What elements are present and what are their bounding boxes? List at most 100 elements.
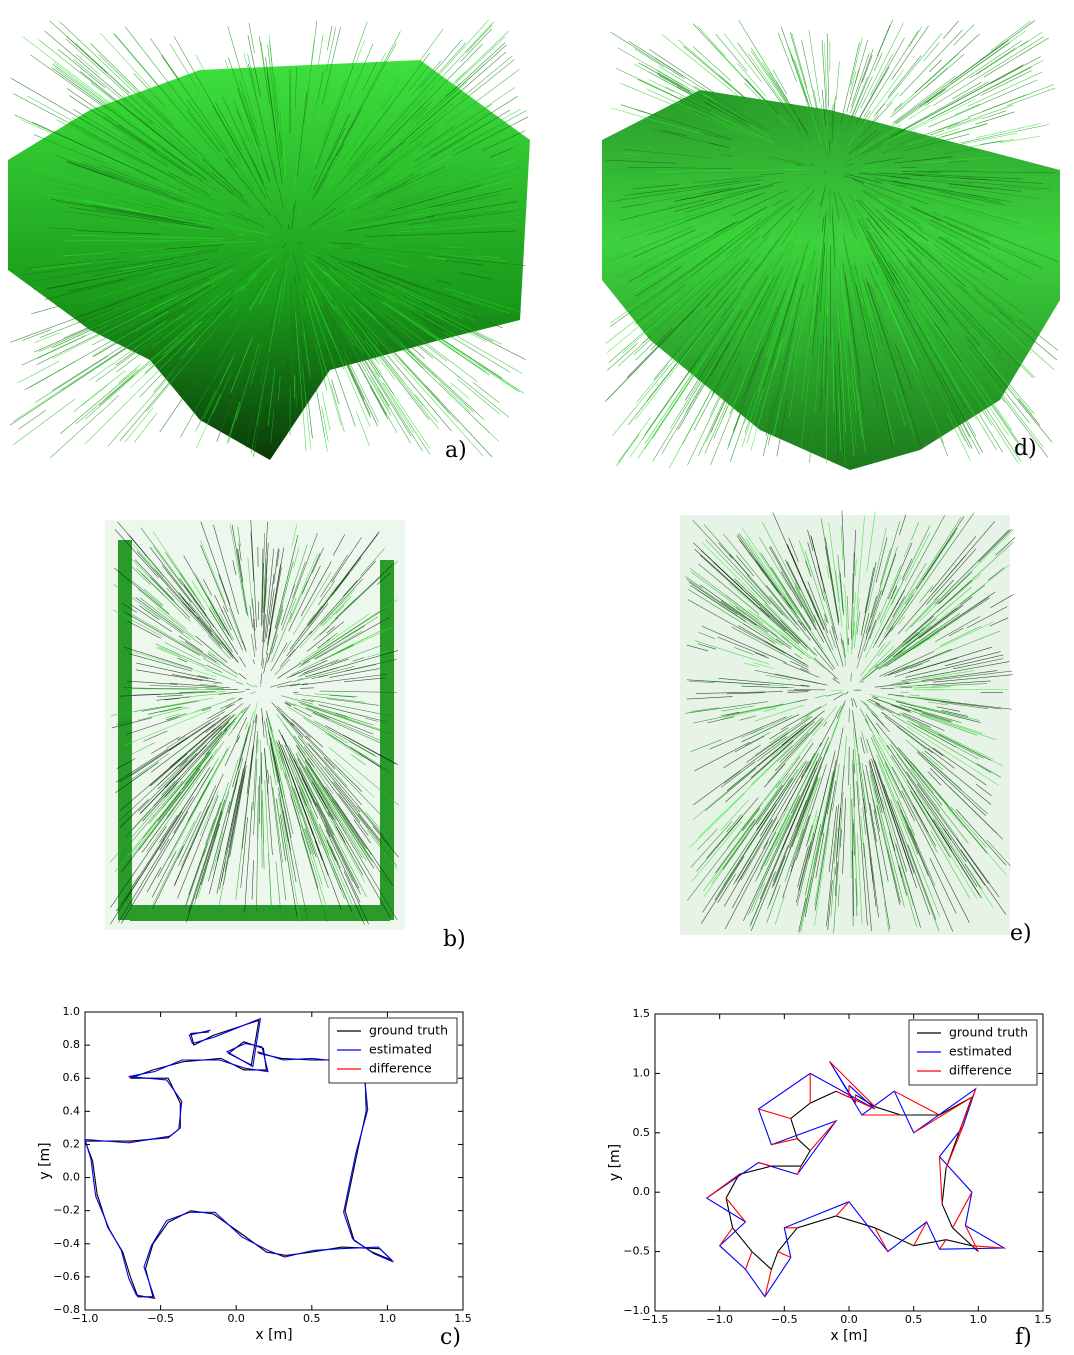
cloud-stroke bbox=[1007, 88, 1055, 105]
cloud-stroke bbox=[414, 342, 434, 358]
y-tick-label: −0.6 bbox=[53, 1270, 80, 1283]
cloud-stroke bbox=[738, 63, 767, 96]
x-tick-label: −1.0 bbox=[706, 1313, 733, 1326]
cloud-stroke bbox=[50, 395, 119, 457]
cloud-stroke bbox=[877, 25, 890, 56]
x-tick-label: −0.5 bbox=[147, 1312, 174, 1325]
cloud-stroke bbox=[909, 27, 922, 47]
panel-label: c) bbox=[440, 1325, 461, 1350]
y-tick-label: 0.8 bbox=[63, 1038, 81, 1051]
cloud-stroke bbox=[635, 49, 664, 67]
wall bbox=[130, 905, 390, 921]
y-tick-label: −0.4 bbox=[53, 1237, 80, 1250]
cloud-stroke bbox=[37, 325, 108, 358]
cloud-stroke bbox=[401, 344, 437, 378]
cloud-stroke bbox=[249, 23, 255, 53]
cloud-stroke bbox=[607, 343, 637, 370]
cloud-stroke bbox=[897, 99, 976, 137]
cloud-stroke bbox=[616, 68, 697, 107]
cloud-stroke bbox=[76, 370, 139, 424]
x-tick-label: 1.5 bbox=[454, 1312, 472, 1325]
cloud-stroke bbox=[900, 30, 963, 97]
y-tick-label: 1.0 bbox=[633, 1066, 651, 1079]
cloud-stroke bbox=[31, 306, 60, 314]
x-tick-label: 0.0 bbox=[840, 1313, 858, 1326]
panel-label: e) bbox=[1010, 921, 1032, 946]
cloud-stroke bbox=[134, 413, 157, 443]
cloud-stroke bbox=[683, 46, 744, 98]
cloud-stroke bbox=[99, 375, 134, 405]
page: {"panel_labels": {"a": "a)", "d": "d)", … bbox=[0, 0, 1074, 1351]
cloud-stroke bbox=[378, 388, 411, 444]
cloud-stroke bbox=[457, 379, 500, 415]
cloud-stroke bbox=[318, 35, 323, 69]
cloud-stroke bbox=[915, 34, 980, 93]
x-tick-label: 0.0 bbox=[227, 1312, 245, 1325]
cloud-stroke bbox=[474, 418, 498, 441]
x-tick-label: 1.0 bbox=[379, 1312, 397, 1325]
cloud-stroke bbox=[331, 384, 344, 432]
cloud-stroke bbox=[982, 94, 1027, 111]
y-tick-label: 0.0 bbox=[63, 1171, 81, 1184]
cloud-stroke bbox=[116, 71, 136, 91]
y-tick-label: 0.2 bbox=[63, 1137, 81, 1150]
cloud-stroke bbox=[630, 395, 673, 456]
cloud-stroke bbox=[968, 139, 1014, 147]
x-axis-label: x [m] bbox=[830, 1328, 867, 1344]
legend-label: difference bbox=[949, 1063, 1012, 1078]
cloud-stroke bbox=[933, 37, 1043, 106]
cloud-stroke bbox=[473, 382, 499, 403]
y-axis-label: y [m] bbox=[607, 1144, 623, 1181]
cloud-stroke bbox=[322, 392, 330, 430]
cloud-stroke bbox=[644, 356, 706, 450]
cloud-stroke bbox=[864, 30, 919, 117]
cloud-d bbox=[602, 90, 1060, 470]
cloud-stroke bbox=[892, 76, 955, 123]
cloud-stroke bbox=[926, 54, 964, 87]
y-tick-label: −0.2 bbox=[53, 1204, 80, 1217]
x-axis-label: x [m] bbox=[255, 1327, 292, 1343]
cloud-stroke bbox=[352, 22, 367, 65]
cloud-stroke bbox=[850, 49, 873, 113]
cloud-stroke bbox=[10, 328, 157, 425]
cloud-stroke bbox=[29, 361, 75, 387]
cloud-stroke bbox=[13, 399, 75, 445]
cloud-stroke bbox=[415, 395, 438, 423]
y-tick-label: 0.0 bbox=[633, 1185, 651, 1198]
legend-label: difference bbox=[369, 1061, 432, 1076]
cloud-stroke bbox=[1000, 136, 1039, 142]
cloud-stroke bbox=[892, 31, 1026, 126]
panel-label: b) bbox=[443, 927, 466, 952]
cloud-stroke bbox=[991, 21, 1030, 50]
cloud-stroke bbox=[657, 70, 708, 99]
cloud-stroke bbox=[856, 38, 905, 124]
cloud-stroke bbox=[876, 104, 885, 115]
cloud-stroke bbox=[150, 38, 179, 80]
cloud-stroke bbox=[125, 408, 153, 443]
cloud-stroke bbox=[618, 416, 651, 462]
cloud-stroke bbox=[950, 40, 1009, 83]
cloud-stroke bbox=[1018, 399, 1040, 425]
cloud-stroke bbox=[923, 43, 939, 62]
cloud-stroke bbox=[888, 65, 1023, 139]
panel-label: f) bbox=[1015, 1325, 1032, 1350]
x-tick-label: −0.5 bbox=[771, 1313, 798, 1326]
cloud-stroke bbox=[977, 123, 1041, 137]
cloud-stroke bbox=[968, 85, 1054, 118]
x-tick-label: 1.0 bbox=[970, 1313, 988, 1326]
cloud-stroke bbox=[466, 25, 492, 53]
cloud-stroke bbox=[383, 383, 430, 455]
cloud-stroke bbox=[886, 93, 898, 107]
y-tick-label: 1.0 bbox=[63, 1005, 81, 1018]
panel-label: d) bbox=[1014, 436, 1037, 461]
wall bbox=[380, 560, 394, 920]
cloud-stroke bbox=[356, 411, 369, 446]
cloud-stroke bbox=[420, 29, 443, 61]
cloud-stroke bbox=[836, 62, 839, 101]
cloud-stroke bbox=[35, 332, 61, 342]
cloud-stroke bbox=[322, 422, 327, 452]
cloud-stroke bbox=[645, 356, 700, 434]
cloud-stroke bbox=[616, 434, 639, 466]
y-tick-label: 0.5 bbox=[633, 1126, 651, 1139]
point-clouds bbox=[8, 20, 1060, 935]
